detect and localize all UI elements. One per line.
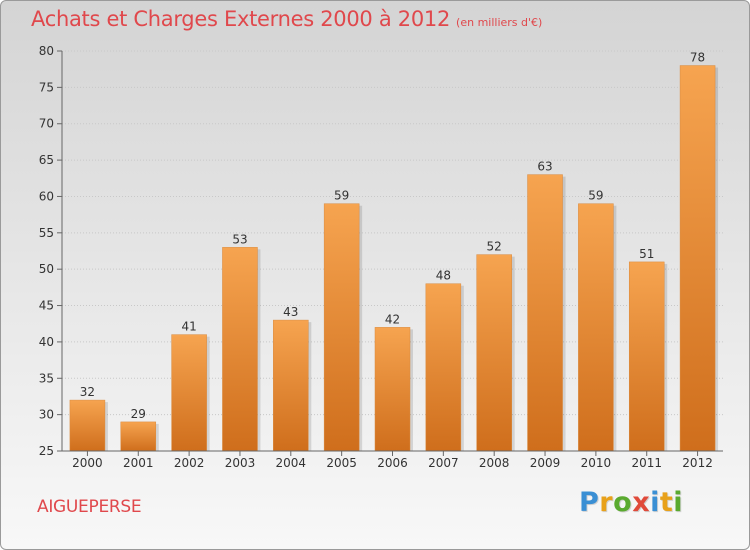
bar-value-label: 51 <box>639 247 654 261</box>
bar-value-label: 59 <box>334 189 349 203</box>
bar <box>476 254 512 452</box>
brand-letter: t <box>659 487 674 518</box>
brand-letter: r <box>599 487 614 518</box>
x-tick-label: 2011 <box>631 456 662 470</box>
x-tick-label: 2012 <box>682 456 713 470</box>
x-tick-label: 2007 <box>428 456 459 470</box>
bar <box>69 399 106 452</box>
x-tick-label: 2000 <box>72 456 103 470</box>
y-tick-label: 35 <box>39 371 54 385</box>
axis-layer: 25 30 35 40 45 50 55 60 65 70 75 80 2000 2001 2002 2003… <box>39 44 723 470</box>
y-tick-label: 70 <box>39 117 54 131</box>
x-tick-label: 2002 <box>174 456 205 470</box>
bar-value-label: 42 <box>385 312 400 326</box>
bar-value-label: 48 <box>436 269 451 283</box>
bar-value-label: 53 <box>232 232 247 246</box>
bar <box>171 334 207 452</box>
labels-layer: 32 29 41 53 43 59 42 48 52 63 59 51 78 <box>80 51 705 421</box>
brand-letter: P <box>579 487 600 518</box>
x-tick-label: 2006 <box>377 456 408 470</box>
x-tick-label: 2008 <box>479 456 510 470</box>
bar-value-label: 63 <box>537 160 552 174</box>
bar-value-label: 29 <box>131 407 146 421</box>
chart-title: Achats et Charges Externes 2000 à 2012 <box>31 7 451 31</box>
chart-subtitle: (en milliers d'€) <box>456 16 543 29</box>
x-tick-label: 2005 <box>326 456 357 470</box>
title-row: Achats et Charges Externes 2000 à 2012 (e… <box>31 7 542 31</box>
brand-letter: i <box>673 487 684 518</box>
place-name: AIGUEPERSE <box>37 497 142 517</box>
x-tick-label: 2004 <box>276 456 307 470</box>
bar <box>527 174 563 452</box>
bar <box>679 65 716 452</box>
y-tick-label: 75 <box>39 80 54 94</box>
bar <box>628 261 665 452</box>
bars-layer <box>69 65 719 452</box>
brand-letter: i <box>650 487 660 518</box>
bar <box>425 283 462 452</box>
x-tick-label: 2010 <box>581 456 612 470</box>
x-tick-label: 2001 <box>123 456 154 470</box>
y-tick-label: 55 <box>39 226 54 240</box>
bar-value-label: 43 <box>283 305 298 319</box>
proxiti-logo: Proxiti <box>579 487 683 518</box>
bar <box>120 421 157 452</box>
bar-value-label: 52 <box>487 240 502 254</box>
y-tick-label: 65 <box>39 153 54 167</box>
x-tick-label: 2009 <box>530 456 561 470</box>
bar <box>374 327 411 452</box>
x-tick-label: 2003 <box>225 456 256 470</box>
brand-letter: x <box>632 487 651 518</box>
y-tick-label: 25 <box>39 444 54 458</box>
bar-value-label: 32 <box>80 385 95 399</box>
y-tick-label: 45 <box>39 299 54 313</box>
bar-value-label: 78 <box>690 51 705 65</box>
bar-value-label: 59 <box>588 189 603 203</box>
y-tick-label: 60 <box>39 189 54 203</box>
y-tick-label: 50 <box>39 262 54 276</box>
bar <box>222 247 258 452</box>
bar <box>578 203 614 452</box>
bar <box>273 319 309 452</box>
y-tick-label: 40 <box>39 335 54 349</box>
y-tick-label: 30 <box>39 408 54 422</box>
bar <box>323 203 360 452</box>
brand-letter: o <box>613 487 633 518</box>
bar-value-label: 41 <box>181 320 196 334</box>
y-tick-label: 80 <box>39 44 54 58</box>
